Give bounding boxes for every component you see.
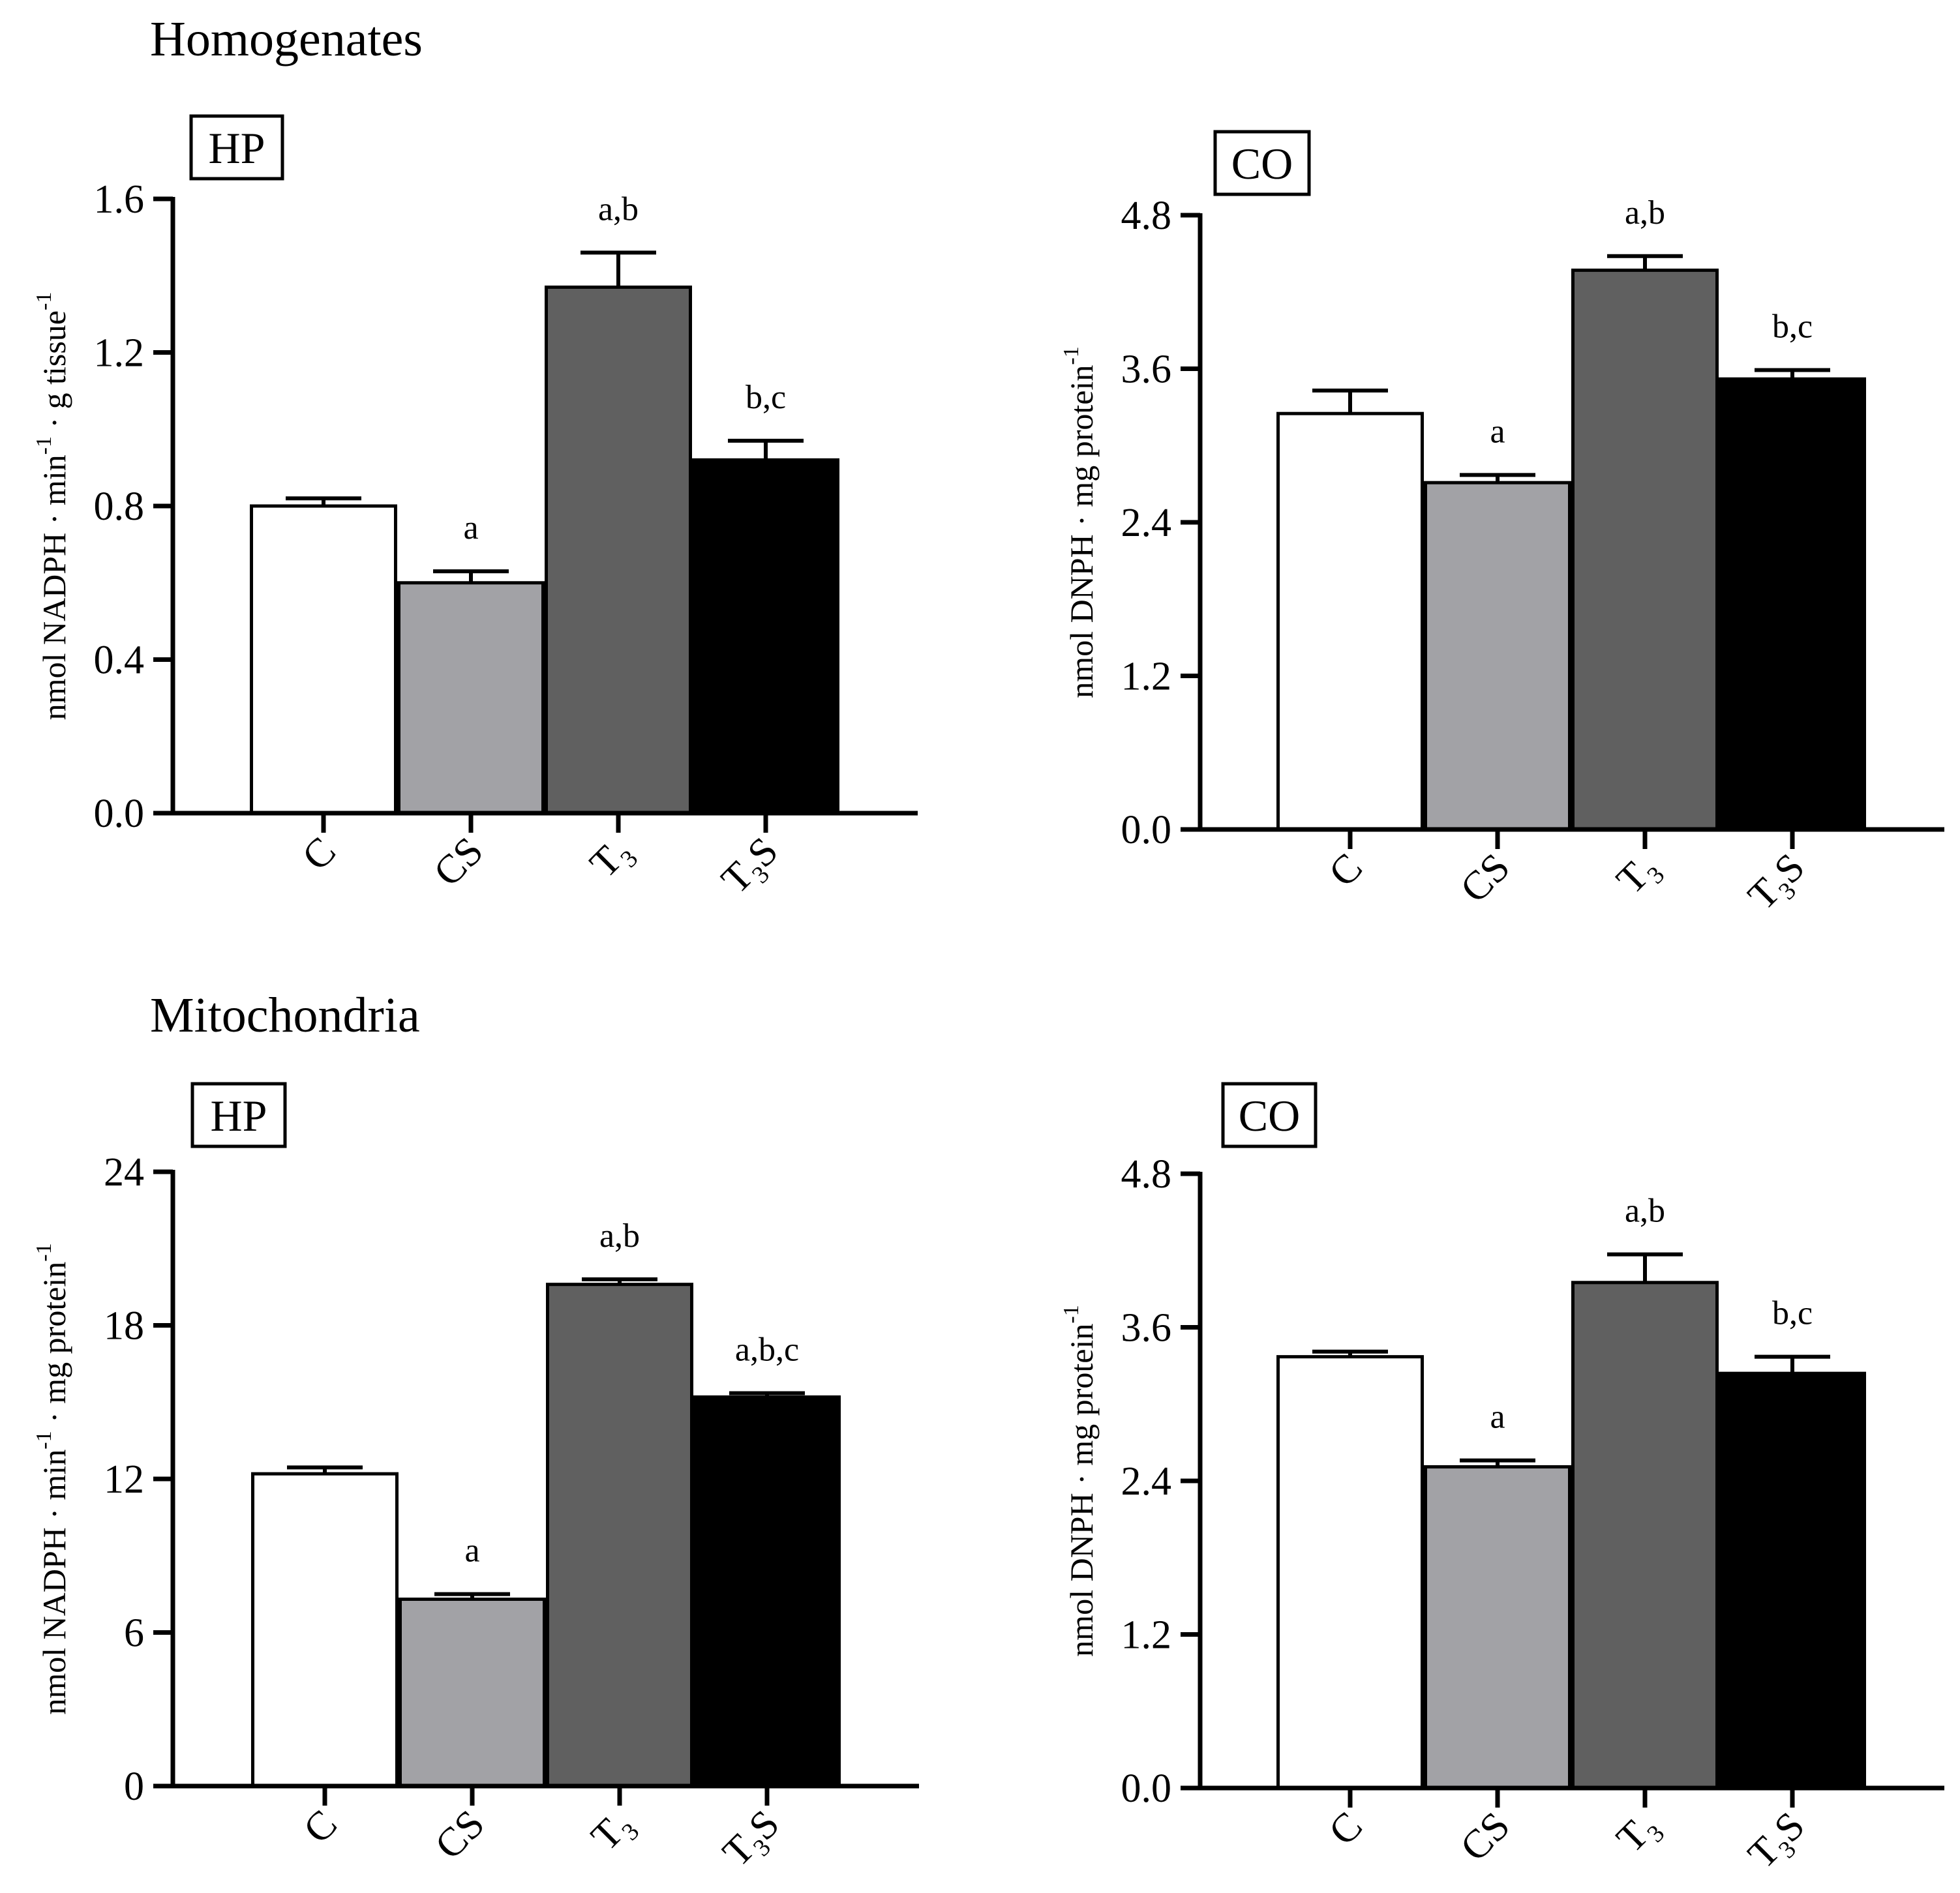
x-tick-label: T3S <box>1740 845 1817 923</box>
bar-C <box>1276 1355 1424 1790</box>
y-tick-label: 1.2 <box>94 331 145 376</box>
panel-label: HP <box>209 123 265 173</box>
significance-label: b,c <box>746 379 786 416</box>
y-tick-label: 0.0 <box>94 792 145 836</box>
x-tick-label: T3 <box>1608 1804 1670 1866</box>
x-tick-label: CS <box>427 1802 493 1868</box>
y-tick-label: 4.8 <box>1121 194 1172 238</box>
bar-T3S <box>1719 377 1866 831</box>
bar-T3S <box>693 1395 841 1788</box>
x-tick-label: C <box>1321 1804 1371 1854</box>
x-tick-label: CS <box>425 829 492 895</box>
x-tick-label: T3S <box>713 829 791 906</box>
y-tick-label: 1.2 <box>1121 655 1172 699</box>
y-tick-label: 3.6 <box>1121 1306 1172 1350</box>
bar-CS <box>1424 1465 1571 1790</box>
bar-T3S <box>692 458 839 815</box>
x-tick-label: T3S <box>1740 1804 1817 1881</box>
bar-T3 <box>1571 1281 1719 1790</box>
panel-label: HP <box>211 1091 267 1140</box>
panel-label-box <box>189 114 284 181</box>
y-tick-label: 24 <box>104 1150 144 1195</box>
section-title-mitochondria: Mitochondria <box>150 988 420 1043</box>
significance-label: a,b <box>599 1217 640 1255</box>
y-tick-label: 2.4 <box>1121 1459 1172 1504</box>
y-tick-label: 1.6 <box>94 177 145 222</box>
y-tick-label: 0.0 <box>1121 1766 1172 1811</box>
y-axis-title: nmol DNPH · mg protein-1 <box>1059 1305 1100 1656</box>
x-tick-label: C <box>295 1802 346 1852</box>
x-tick-label: T3 <box>1608 845 1670 907</box>
chart-panel-2: HP 0 6 12 18 24 a a,b a,b,c C CS T3 T3S nmol NADPH · … <box>32 1082 919 1879</box>
bar-T3 <box>1571 268 1719 831</box>
y-tick-label: 0 <box>124 1765 144 1809</box>
significance-label: a,b <box>598 190 639 228</box>
bar-T3 <box>545 285 692 815</box>
significance-label: a,b <box>1625 1193 1665 1230</box>
bar-C <box>1276 411 1424 831</box>
significance-label: b,c <box>1772 308 1813 345</box>
significance-label: a <box>1490 1399 1505 1436</box>
y-tick-label: 4.8 <box>1121 1152 1172 1197</box>
x-tick-label: T3 <box>583 1802 645 1864</box>
y-axis-title: nmol DNPH · mg protein-1 <box>1059 346 1100 698</box>
chart-panel-1: CO 0.0 1.2 2.4 3.6 4.8 a a,b b,c C CS T3 T3S nmol DNP… <box>1059 130 1944 923</box>
significance-label: b,c <box>1772 1295 1813 1332</box>
bar-C <box>251 1472 399 1788</box>
bar-C <box>250 504 397 815</box>
panel-label-box <box>1221 1082 1318 1148</box>
chart-panel-3: CO 0.0 1.2 2.4 3.6 4.8 a a,b b,c C CS T3 T3S nmol DNP… <box>1059 1082 1944 1881</box>
y-tick-label: 18 <box>104 1304 144 1349</box>
y-tick-label: 2.4 <box>1121 501 1172 545</box>
x-tick-label: T3 <box>582 829 644 891</box>
x-tick-label: CS <box>1452 1804 1518 1870</box>
y-tick-label: 0.4 <box>94 638 145 683</box>
x-tick-label: C <box>294 829 344 879</box>
chart-panel-0: HP 0.0 0.4 0.8 1.2 1.6 a a,b b,c C CS T3 T3S nmol NAD… <box>32 114 918 906</box>
panel-label: CO <box>1239 1091 1300 1140</box>
significance-label: a <box>463 509 478 546</box>
panel-label-box <box>190 1082 287 1148</box>
y-tick-label: 0.8 <box>94 484 145 529</box>
x-tick-label: CS <box>1452 845 1518 912</box>
bar-CS <box>1424 481 1571 831</box>
significance-label: a <box>464 1532 479 1570</box>
y-axis-title: nmol NADPH · min-1 · mg protein-1 <box>32 1243 72 1714</box>
y-tick-label: 12 <box>104 1457 144 1502</box>
x-tick-label: C <box>1321 845 1371 895</box>
y-tick-label: 1.2 <box>1121 1613 1172 1658</box>
panel-label: CO <box>1231 139 1293 188</box>
x-tick-label: T3S <box>714 1802 792 1879</box>
significance-label: a <box>1490 413 1505 450</box>
y-axis-title: nmol NADPH · min-1 · g tissue-1 <box>32 292 72 721</box>
bar-T3 <box>546 1283 693 1788</box>
bar-CS <box>399 1597 546 1788</box>
section-title-homogenates: Homogenates <box>150 12 423 67</box>
y-tick-label: 3.6 <box>1121 348 1172 392</box>
bar-CS <box>397 581 545 815</box>
y-tick-label: 0.0 <box>1121 808 1172 852</box>
significance-label: a,b,c <box>735 1332 799 1369</box>
significance-label: a,b <box>1625 194 1665 231</box>
panel-label-box <box>1213 130 1311 196</box>
bar-T3S <box>1719 1371 1866 1790</box>
y-tick-label: 6 <box>124 1611 144 1656</box>
